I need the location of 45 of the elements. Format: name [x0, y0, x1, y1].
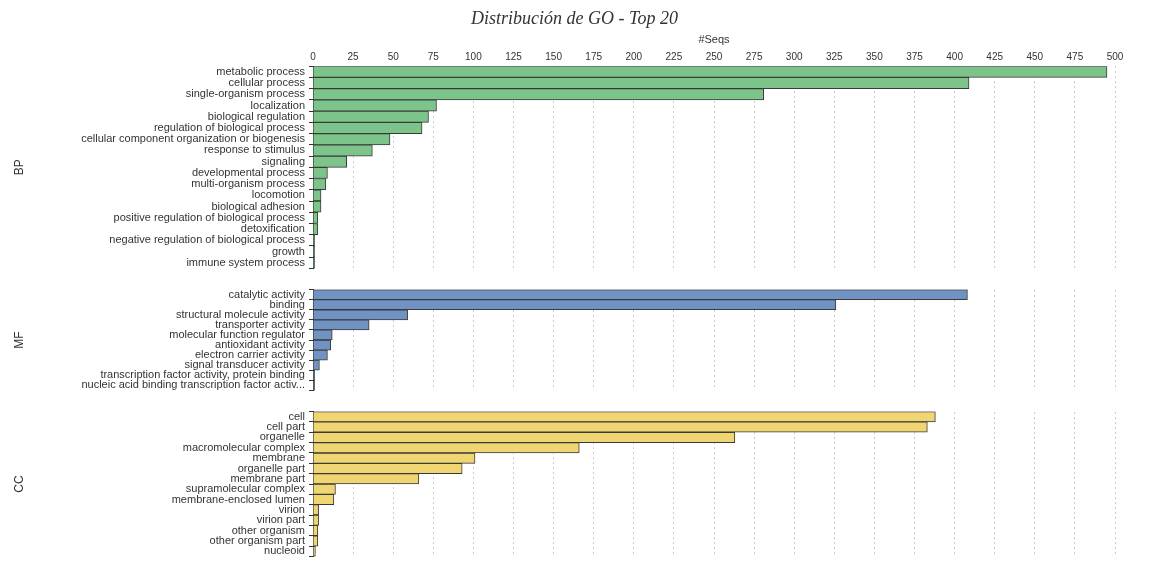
x-tick-label: 500	[1106, 50, 1124, 62]
x-tick-label: 150	[545, 50, 563, 62]
y-tick-label: metabolic process	[216, 64, 306, 77]
y-tick-label: cellular process	[228, 76, 306, 89]
y-tick-label: localization	[250, 98, 305, 111]
y-tick-label: cell	[288, 409, 305, 422]
x-tick-label: 275	[745, 50, 763, 62]
x-tick-label: 325	[825, 50, 844, 62]
x-tick-label: 175	[585, 50, 603, 62]
y-tick-label: regulation of biological process	[153, 121, 306, 134]
x-tick-label: 50	[387, 50, 400, 62]
y-tick-label: growth	[271, 244, 305, 257]
x-tick-label: 200	[625, 50, 643, 62]
y-tick-label: single-organism process	[185, 87, 306, 100]
x-tick-label: 0	[310, 50, 317, 62]
x-tick-label: 300	[785, 50, 803, 62]
x-tick-label: 425	[986, 50, 1004, 62]
y-tick-label: biological adhesion	[211, 199, 305, 212]
y-tick-label: virion part	[256, 513, 305, 526]
x-tick-label: 475	[1066, 50, 1084, 62]
x-axis-title: #Seqs	[698, 32, 731, 45]
y-axis-title: MF	[11, 331, 26, 349]
x-tick-label: 450	[1026, 50, 1044, 62]
y-tick-label: detoxification	[240, 222, 305, 235]
x-tick-label: 25	[347, 50, 360, 62]
x-tick-label: 375	[906, 50, 924, 62]
y-tick-label: virion	[278, 502, 305, 515]
y-tick-label: biological regulation	[207, 109, 305, 122]
x-tick-label: 400	[946, 50, 964, 62]
x-tick-label: 250	[705, 50, 723, 62]
y-axis-title: CC	[11, 475, 26, 493]
y-tick-label: signaling	[261, 154, 305, 167]
y-tick-label: cellular component organization or biogenesis	[81, 132, 306, 145]
x-tick-label: 125	[505, 50, 523, 62]
y-tick-label: cell part	[266, 420, 305, 433]
x-tick-label: 350	[866, 50, 884, 62]
chart-title: Distribución de GO - Top 20	[470, 8, 679, 29]
x-tick-label: 225	[665, 50, 683, 62]
y-tick-label: negative regulation of biological process	[109, 233, 306, 246]
y-tick-label: multi-organism process	[191, 177, 306, 190]
y-tick-label: response to stimulus	[204, 143, 306, 156]
x-tick-label: 75	[427, 50, 440, 62]
x-tick-label: 100	[465, 50, 483, 62]
y-axis-title: BP	[11, 159, 26, 176]
y-tick-label: locomotion	[251, 188, 305, 201]
